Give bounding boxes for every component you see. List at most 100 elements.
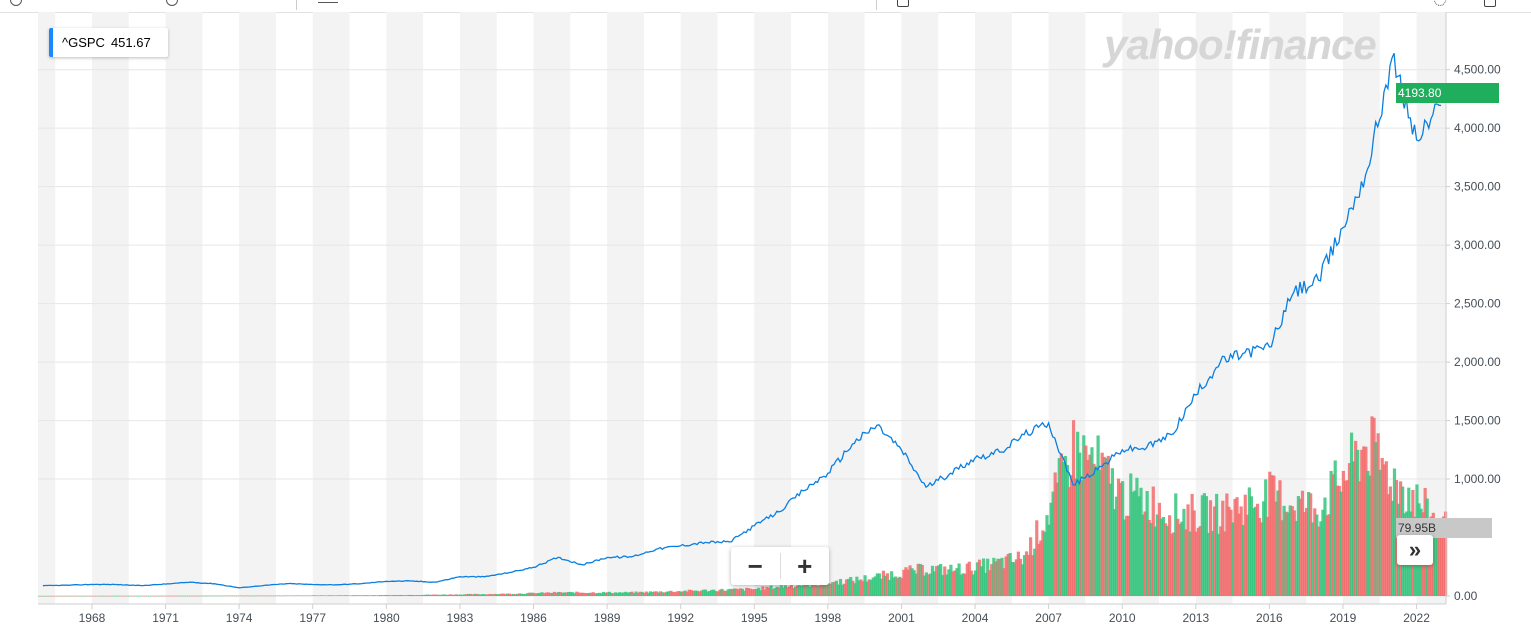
volume-bar	[113, 595, 117, 597]
fullscreen-icon[interactable]	[1484, 0, 1496, 7]
volume-bar	[757, 587, 761, 596]
volume-bar	[1345, 480, 1350, 596]
volume-bar	[661, 592, 665, 596]
volume-bar	[148, 595, 152, 597]
volume-bar	[137, 595, 141, 597]
series-legend[interactable]: ^GSPC 451.67	[49, 28, 168, 57]
volume-bar	[1382, 464, 1386, 596]
volume-bar	[244, 595, 248, 597]
zoom-control: − +	[731, 547, 829, 585]
volume-bar	[145, 595, 150, 597]
volume-bar	[804, 582, 808, 596]
volume-bar	[448, 594, 452, 596]
volume-bar	[838, 578, 843, 596]
volume-bar	[779, 585, 783, 596]
volume-bar	[483, 594, 487, 596]
zoom-out-button[interactable]: −	[747, 550, 763, 581]
volume-bar	[319, 595, 323, 596]
volume-bar	[381, 595, 385, 596]
calendar-icon[interactable]	[897, 0, 909, 7]
volume-bar	[462, 594, 467, 596]
volume-bar	[742, 590, 747, 596]
volume-bar	[832, 581, 836, 596]
volume-bar	[1392, 468, 1397, 596]
volume-bar	[495, 594, 499, 596]
volume-bar	[1210, 530, 1215, 596]
volume-bar	[1386, 494, 1390, 596]
x-tick-label: 2004	[962, 611, 989, 625]
volume-bar	[916, 563, 920, 596]
volume-bar	[777, 587, 781, 596]
volume-bar	[1153, 526, 1157, 596]
volume-bar	[1088, 454, 1092, 596]
volume-bar	[372, 595, 377, 596]
volume-bar	[693, 590, 697, 596]
volume-bar	[313, 595, 317, 596]
volume-bar	[454, 594, 458, 596]
volume-bar	[851, 580, 855, 596]
scroll-to-latest-button[interactable]: »	[1397, 535, 1433, 565]
volume-bar	[654, 591, 659, 596]
volume-bar	[282, 595, 287, 597]
volume-bar	[419, 595, 424, 596]
volume-bar	[1039, 540, 1043, 596]
volume-bar	[1002, 568, 1006, 596]
volume-bar	[904, 567, 908, 596]
volume-bar	[258, 595, 262, 597]
volume-bar	[211, 595, 215, 597]
volume-bar	[538, 592, 542, 596]
volume-bar	[894, 576, 898, 596]
volume-bar	[1276, 490, 1280, 596]
volume-bar	[1358, 481, 1362, 596]
volume-bar	[450, 594, 454, 596]
x-tick-label: 1986	[520, 611, 547, 625]
volume-bar	[906, 569, 910, 596]
zoom-in-button[interactable]: +	[797, 550, 813, 581]
volume-bar	[442, 594, 446, 596]
volume-bar	[1337, 485, 1341, 596]
volume-bar	[470, 594, 475, 596]
year-band	[38, 12, 56, 604]
volume-bar	[172, 595, 176, 597]
volume-bar	[417, 595, 422, 596]
volume-bar	[70, 595, 74, 597]
volume-bar	[178, 595, 182, 597]
volume-bar	[96, 595, 101, 597]
volume-bar	[1364, 446, 1368, 596]
volume-bar	[526, 593, 530, 596]
year-band	[680, 12, 718, 604]
volume-bar	[464, 594, 469, 596]
year-band	[754, 12, 792, 604]
volume-bar	[92, 595, 97, 597]
volume-bar	[994, 561, 998, 596]
volume-bar	[1172, 532, 1176, 596]
volume-bar	[1343, 480, 1348, 596]
volume-bar	[440, 594, 444, 596]
volume-bar	[1074, 478, 1078, 596]
volume-bar	[1296, 496, 1301, 596]
volume-bar	[170, 595, 174, 597]
volume-bar	[1352, 461, 1356, 596]
volume-bar	[1159, 518, 1164, 596]
volume-bar	[456, 594, 460, 596]
volume-bar	[656, 592, 661, 596]
volume-bar	[706, 591, 710, 596]
volume-bar	[597, 592, 601, 596]
volume-bar	[773, 588, 777, 596]
volume-bar	[401, 595, 405, 596]
volume-bar	[1080, 480, 1084, 596]
volume-bar	[233, 595, 238, 597]
current-price-badge: 4193.80	[1396, 83, 1499, 103]
volume-bar	[1378, 469, 1382, 596]
volume-bar	[190, 595, 195, 597]
y-tick-label: 2,500.00	[1454, 297, 1501, 311]
volume-bar	[845, 579, 849, 596]
volume-bar	[730, 589, 734, 596]
chart-type-icon[interactable]	[318, 2, 338, 3]
volume-bar	[174, 595, 178, 597]
volume-bar	[135, 595, 139, 597]
volume-bar	[1165, 526, 1170, 596]
volume-bar	[376, 595, 381, 596]
volume-bar	[1078, 452, 1082, 596]
